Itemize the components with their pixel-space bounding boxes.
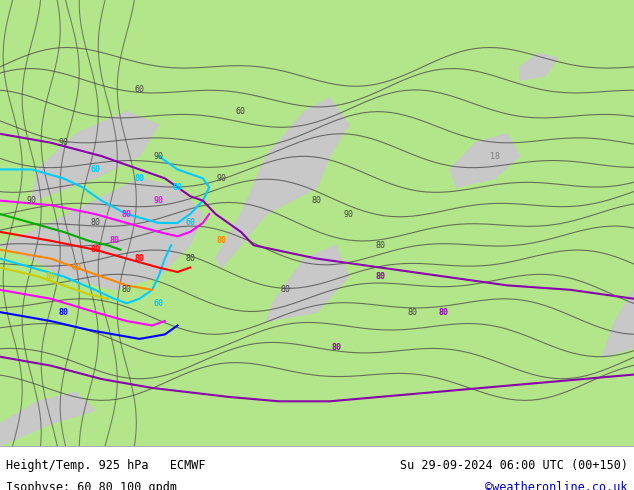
Text: 80: 80 <box>122 285 132 294</box>
Text: 18: 18 <box>489 151 500 161</box>
Text: 80: 80 <box>172 183 183 192</box>
Text: 80: 80 <box>217 236 227 245</box>
Text: 80: 80 <box>71 263 81 272</box>
Polygon shape <box>0 178 203 290</box>
Text: Height/Temp. 925 hPa   ECMWF: Height/Temp. 925 hPa ECMWF <box>6 459 206 472</box>
Text: 80: 80 <box>58 308 68 317</box>
Text: 80: 80 <box>439 308 449 317</box>
Text: 60: 60 <box>153 299 164 308</box>
Polygon shape <box>450 134 520 187</box>
Text: 90: 90 <box>153 196 164 205</box>
Polygon shape <box>32 112 158 201</box>
Text: Su 29-09-2024 06:00 UTC (00+150): Su 29-09-2024 06:00 UTC (00+150) <box>399 459 628 472</box>
Text: 80: 80 <box>122 210 132 219</box>
Text: 80: 80 <box>375 241 385 250</box>
Text: Isophyse: 60 80 100 gpdm: Isophyse: 60 80 100 gpdm <box>6 481 178 490</box>
Text: 80: 80 <box>331 343 341 352</box>
Text: 90: 90 <box>27 196 37 205</box>
Text: 60: 60 <box>90 165 100 174</box>
Polygon shape <box>602 290 634 357</box>
Polygon shape <box>520 53 558 80</box>
Text: 80: 80 <box>407 308 417 317</box>
Text: 60: 60 <box>236 107 246 116</box>
Text: 80: 80 <box>134 174 145 183</box>
Text: 90: 90 <box>153 151 164 161</box>
Text: 80: 80 <box>280 285 290 294</box>
Polygon shape <box>266 245 349 321</box>
Text: 80: 80 <box>375 272 385 281</box>
Text: 60: 60 <box>134 85 145 94</box>
Text: 80: 80 <box>109 236 119 245</box>
Text: 80: 80 <box>90 219 100 227</box>
Text: 60: 60 <box>185 219 195 227</box>
Text: 90: 90 <box>217 174 227 183</box>
Text: 90: 90 <box>58 138 68 147</box>
Text: 80: 80 <box>90 245 100 254</box>
Polygon shape <box>216 98 349 268</box>
Text: 80: 80 <box>312 196 322 205</box>
Text: ©weatheronline.co.uk: ©weatheronline.co.uk <box>485 481 628 490</box>
Text: 80: 80 <box>46 272 56 281</box>
Text: 80: 80 <box>185 254 195 263</box>
Text: 80: 80 <box>134 254 145 263</box>
Polygon shape <box>0 392 95 446</box>
Text: 90: 90 <box>344 210 354 219</box>
